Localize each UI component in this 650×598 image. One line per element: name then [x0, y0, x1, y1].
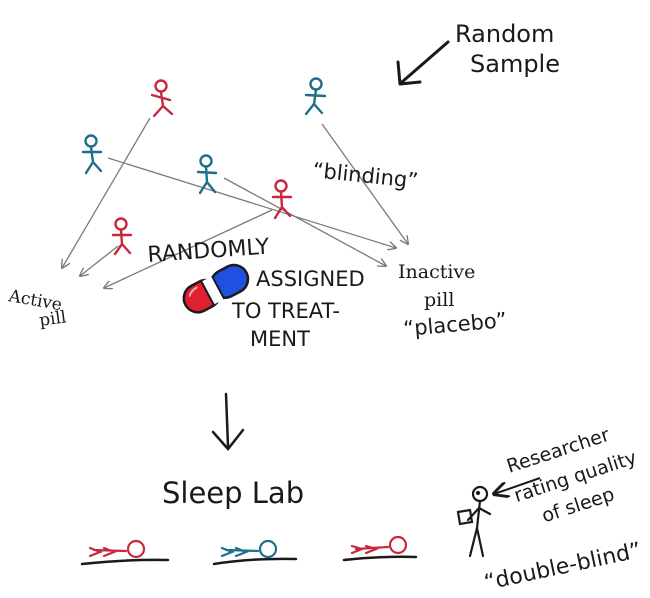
svg-text:“placebo”: “placebo” [402, 308, 507, 341]
svg-text:MENT: MENT [250, 327, 310, 351]
random-sample-label: Random Sample [455, 20, 560, 78]
arrow-blue3-to-inactive [223, 177, 386, 266]
researcher-pointer-arrow [494, 477, 541, 494]
arrow-red1-to-active [62, 117, 151, 268]
svg-text:RANDOMLY: RANDOMLY [147, 235, 271, 268]
arrow-red2-to-active [104, 209, 273, 288]
svg-text:TO TREAT-: TO TREAT- [231, 299, 340, 323]
assignment-arrows [62, 117, 408, 288]
svg-text:pill: pill [38, 307, 68, 331]
svg-text:Random: Random [455, 20, 554, 48]
stick-figure-icon [111, 217, 133, 256]
sleeping-person-icon [212, 539, 298, 566]
stick-figure-icon [304, 77, 327, 116]
stick-figure-icon [150, 79, 174, 118]
svg-text:Inactive: Inactive [398, 261, 475, 283]
arrow-blue2-to-inactive [107, 157, 396, 248]
arrow-blue1-to-inactive [321, 123, 408, 244]
inactive-pill-label: Inactive pill “placebo” [398, 261, 508, 341]
arrow-red3-to-active [80, 245, 119, 276]
svg-text:Sample: Sample [470, 50, 560, 78]
double-blind-label: “double-blind” [482, 538, 644, 596]
blinding-label: “blinding” [311, 158, 419, 193]
researcher-label: Researcher rating quality of sleep [504, 424, 639, 528]
capsule-pill-icon [182, 263, 250, 314]
sleeping-person-icon [80, 539, 170, 566]
sleeping-person-icon [342, 535, 418, 562]
svg-text:pill: pill [424, 289, 454, 311]
stick-figure-icon [196, 154, 218, 195]
sleep-lab-title: Sleep Lab [162, 476, 304, 510]
stick-figure-icon [81, 134, 103, 175]
researcher-figure-icon [456, 485, 492, 558]
active-pill-label: Active pill [6, 286, 67, 331]
stick-figure-icon [271, 179, 293, 220]
down-arrow-icon [211, 392, 245, 451]
randomly-assigned-label: RANDOMLY ASSIGNED TO TREAT- MENT [147, 235, 365, 351]
random-sample-arrow [400, 40, 450, 84]
svg-text:ASSIGNED: ASSIGNED [256, 267, 365, 291]
